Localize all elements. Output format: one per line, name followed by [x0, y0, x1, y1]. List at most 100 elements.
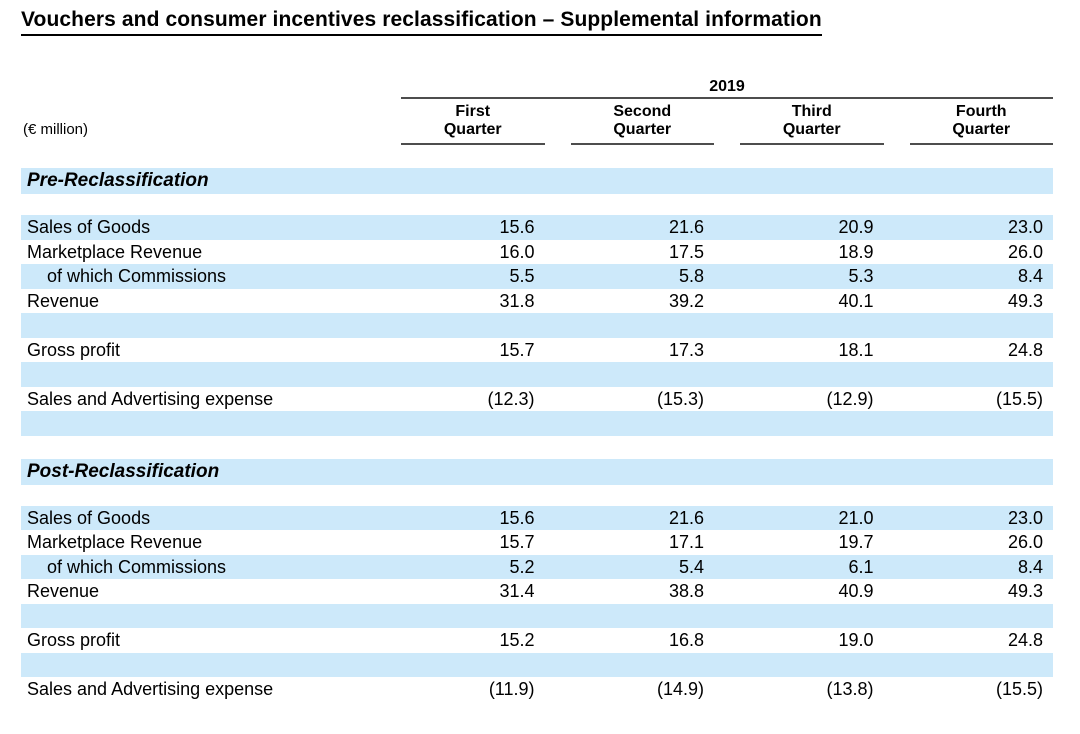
value-cell: 17.1 — [668, 532, 704, 552]
spacer-row — [21, 411, 1053, 436]
value-cell: (13.8) — [826, 679, 874, 699]
row-label — [21, 604, 375, 629]
value-cell — [910, 313, 1054, 338]
column-header-line1: Third — [791, 103, 832, 120]
value-cell — [740, 604, 884, 629]
column-header-third-quarter: Third Quarter — [740, 99, 884, 145]
table-section: Post-Reclassification Sales of Goods 15.6 2… — [21, 458, 1054, 702]
quarter-header-row: First Quarter Second Quarter Third Quart… — [401, 99, 1053, 145]
value-cell: 6.1 — [848, 556, 874, 577]
value-cell — [571, 362, 715, 387]
value-cell: 5.4 — [678, 556, 704, 577]
value-cell — [401, 411, 545, 436]
year-header: 2019 — [401, 78, 1053, 99]
value-cell: 18.9 — [838, 241, 874, 262]
value-cell: 24.8 — [1007, 630, 1043, 650]
unit-label: (€ million) — [23, 121, 89, 138]
value-cell — [910, 362, 1054, 387]
value-cell: 16.0 — [499, 241, 535, 262]
table-row: Sales of Goods 15.6 21.6 21.0 23.0 — [21, 505, 1053, 530]
value-cell: 49.3 — [1007, 290, 1043, 311]
value-cell: 16.8 — [668, 630, 704, 650]
table-row: Gross profit 15.2 16.8 19.0 24.8 — [21, 628, 1053, 653]
value-cell: 49.3 — [1007, 581, 1043, 601]
value-cell: 15.7 — [499, 532, 535, 552]
table-sections: Pre-Reclassification Sales of Goods 15.6 21… — [21, 168, 1053, 702]
table-row: of which Commissions 5.2 5.4 6.1 8.4 — [21, 554, 1053, 579]
row-label: Marketplace Revenue — [27, 532, 203, 552]
column-header-line2: Quarter — [443, 121, 502, 138]
column-header-line2: Quarter — [952, 121, 1011, 138]
value-cell: 15.7 — [499, 339, 535, 360]
value-cell: 18.1 — [838, 339, 874, 360]
value-cell — [740, 411, 884, 436]
row-label: Marketplace Revenue — [27, 241, 203, 262]
table-row: Sales and Advertising expense (11.9) (14.9… — [21, 677, 1053, 702]
value-cell — [910, 604, 1054, 629]
value-cell: 15.2 — [499, 630, 535, 650]
value-cell: 21.6 — [668, 507, 704, 528]
value-cell: 21.0 — [838, 507, 874, 528]
section-heading: Post-Reclassification — [21, 458, 1053, 485]
value-cell: 17.3 — [668, 339, 704, 360]
value-cell: 21.6 — [668, 217, 704, 237]
value-cell — [401, 604, 545, 629]
year-column-group: 2019 First Quarter Second Quarter Third … — [401, 78, 1053, 145]
row-label — [21, 313, 375, 338]
row-label: Sales and Advertising expense — [27, 679, 274, 699]
value-cell: (15.5) — [995, 388, 1043, 409]
value-cell: 8.4 — [1017, 556, 1043, 577]
value-cell: 38.8 — [668, 581, 704, 601]
value-cell: 19.7 — [838, 532, 874, 552]
value-cell: 26.0 — [1007, 532, 1043, 552]
table-row: Sales and Advertising expense (12.3) (15.3… — [21, 387, 1053, 412]
value-cell — [571, 653, 715, 678]
column-header-line1: Fourth — [955, 103, 1007, 120]
row-label: Gross profit — [27, 630, 121, 650]
row-label: Revenue — [27, 290, 100, 311]
value-cell: (15.3) — [656, 388, 704, 409]
value-cell: 39.2 — [668, 290, 704, 311]
spacer-row — [21, 362, 1053, 387]
spacer-row — [21, 652, 1054, 678]
value-cell: 24.8 — [1007, 339, 1043, 360]
value-cell — [910, 653, 1054, 678]
row-label: Sales of Goods — [27, 217, 151, 237]
value-cell: 5.3 — [848, 266, 874, 286]
table-header: (€ million) 2019 First Quarter Second Qu… — [21, 78, 1053, 145]
section-body: Sales of Goods 15.6 21.6 21.0 23.0 Marketplac… — [21, 505, 1054, 702]
value-cell: 31.4 — [499, 581, 535, 601]
table-row: of which Commissions 5.5 5.8 5.3 8.4 — [21, 264, 1053, 289]
row-label: Sales of Goods — [27, 507, 151, 528]
value-cell: (15.5) — [995, 679, 1043, 699]
value-cell: 20.9 — [838, 217, 874, 237]
section-heading: Pre-Reclassification — [21, 168, 1053, 194]
value-cell: 40.1 — [838, 290, 874, 311]
table-section: Pre-Reclassification Sales of Goods 15.6 21… — [21, 168, 1053, 436]
table-row: Marketplace Revenue 15.7 17.1 19.7 26.0 — [21, 530, 1053, 555]
value-cell: (12.3) — [487, 388, 535, 409]
financial-table: (€ million) 2019 First Quarter Second Qu… — [21, 78, 1053, 702]
column-header-line1: Second — [613, 103, 672, 120]
value-cell — [571, 411, 715, 436]
value-cell — [401, 313, 545, 338]
value-cell: (11.9) — [488, 679, 535, 699]
table-row: Gross profit 15.7 17.3 18.1 24.8 — [21, 338, 1053, 363]
table-row: Revenue 31.4 38.8 40.9 49.3 — [21, 579, 1053, 604]
value-cell — [571, 313, 715, 338]
row-label: Revenue — [27, 581, 100, 601]
table-row: Revenue 31.8 39.2 40.1 49.3 — [21, 289, 1053, 314]
value-cell — [401, 653, 545, 678]
value-cell — [401, 362, 545, 387]
value-cell: 5.8 — [678, 266, 704, 286]
table-row: Sales of Goods 15.6 21.6 20.9 23.0 — [21, 215, 1053, 240]
column-header-line2: Quarter — [782, 121, 841, 138]
value-cell: 26.0 — [1007, 241, 1043, 262]
value-cell: 8.4 — [1017, 266, 1043, 286]
value-cell: 15.6 — [499, 507, 535, 528]
value-cell: (12.9) — [826, 388, 874, 409]
value-cell: 5.5 — [509, 266, 535, 286]
spacer-row — [21, 603, 1054, 629]
row-label — [21, 411, 375, 436]
